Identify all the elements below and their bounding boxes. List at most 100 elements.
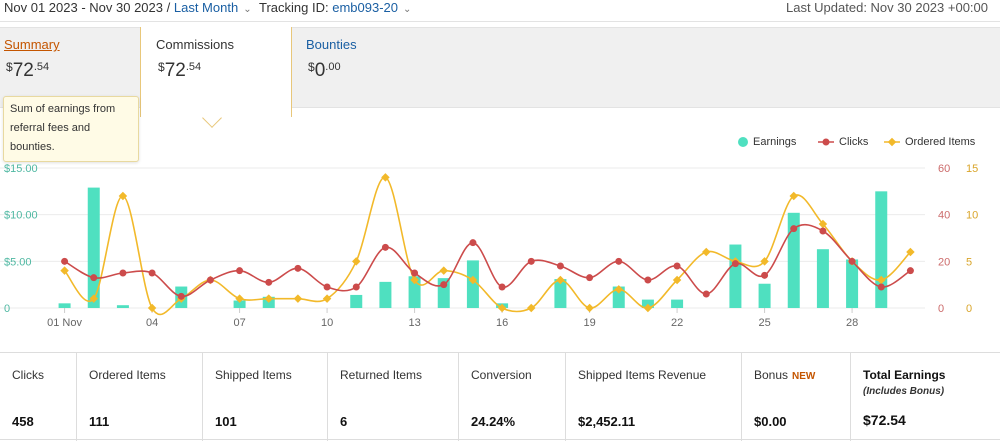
summary-amount: $72.54 xyxy=(6,60,50,81)
earnings-bar xyxy=(58,303,71,308)
stat-label: Shipped Items Revenue xyxy=(578,368,707,382)
stat-shipped-items-revenue: Shipped Items Revenue $2,452.11 xyxy=(566,353,742,441)
clicks-point xyxy=(352,283,360,291)
chevron-down-icon[interactable]: ⌄ xyxy=(403,4,412,15)
stat-label: Returned Items xyxy=(340,368,423,382)
earnings-bar xyxy=(233,300,246,308)
commissions-amount: $72.54 xyxy=(158,60,202,81)
ordered-items-legend-marker xyxy=(884,137,900,147)
clicks-point xyxy=(440,281,448,289)
ordered-items-point xyxy=(497,303,507,313)
ordered-items-point xyxy=(614,285,623,294)
x-tick-label: 04 xyxy=(146,317,158,329)
ordered-items-point xyxy=(556,275,565,285)
clicks-point xyxy=(498,283,506,291)
stat-label: Total Earnings xyxy=(863,368,946,382)
tracking-id-link[interactable]: emb093-20 xyxy=(332,0,398,15)
y-right-clicks-tick-label: 0 xyxy=(938,303,944,315)
tab-summary[interactable]: Summary $72.54 xyxy=(0,27,140,117)
tab-commissions-label[interactable]: Commissions xyxy=(156,37,235,52)
earnings-bar xyxy=(671,299,684,308)
last-updated-text: Last Updated: Nov 30 2023 +00:00 xyxy=(785,0,988,15)
stat-value: $72.54 xyxy=(863,412,906,428)
clicks-point xyxy=(61,257,69,265)
tab-bounties-label[interactable]: Bounties xyxy=(306,37,357,52)
stat-label: Bonus NEW xyxy=(754,368,816,382)
clicks-point xyxy=(790,225,798,233)
stat-label: Shipped Items xyxy=(215,368,292,382)
ordered-items-point xyxy=(322,294,332,303)
stat-value: 458 xyxy=(12,414,34,429)
new-badge: NEW xyxy=(792,371,816,382)
summary-tooltip: Sum of earnings from referral fees and b… xyxy=(3,96,139,162)
clicks-point xyxy=(323,283,331,291)
y-left-tick-label: $15.00 xyxy=(4,163,38,175)
clicks-point xyxy=(702,290,710,298)
y-right-clicks-tick-label: 60 xyxy=(938,163,950,175)
clicks-point xyxy=(731,260,739,268)
x-tick-label: 10 xyxy=(321,317,333,329)
y-right-clicks-tick-label: 40 xyxy=(938,210,950,222)
tab-bounties[interactable]: Bounties $0.00 xyxy=(292,27,442,117)
ordered-items-point xyxy=(702,247,711,257)
clicks-point xyxy=(877,283,885,291)
y-left-tick-label: $5.00 xyxy=(4,256,32,268)
x-tick-label: 16 xyxy=(496,317,508,329)
ordered-items-point xyxy=(89,294,98,303)
ordered-items-point xyxy=(147,303,157,313)
clicks-point xyxy=(265,278,273,286)
ordered-items-point xyxy=(264,294,273,303)
tab-summary-label[interactable]: Summary xyxy=(4,37,60,52)
chevron-down-icon[interactable]: ⌄ xyxy=(243,4,252,15)
x-tick-label: 01 Nov xyxy=(47,317,82,329)
stat-total-earnings: Total Earnings (Includes Bonus) $72.54 xyxy=(851,353,1000,441)
ordered-items-point xyxy=(293,294,303,303)
clicks-point xyxy=(848,257,856,265)
legend-clicks[interactable]: Clicks xyxy=(818,136,868,148)
stat-returned-items: Returned Items 6 xyxy=(328,353,459,441)
clicks-point xyxy=(90,274,98,282)
ordered-items-point xyxy=(585,303,594,313)
clicks-point xyxy=(761,271,769,279)
tracking-id-filter[interactable]: Tracking ID: emb093-20 ⌄ xyxy=(259,0,411,15)
earnings-bar xyxy=(350,294,363,308)
tab-commissions[interactable]: Commissions $72.54 xyxy=(140,27,292,117)
stat-value: 6 xyxy=(340,414,348,429)
stat-value: 101 xyxy=(215,414,237,429)
x-tick-label: 07 xyxy=(233,317,245,329)
ordered-items-point xyxy=(527,303,536,313)
earnings-bar xyxy=(729,244,742,308)
stat-ordered-items: Ordered Items 111 xyxy=(77,353,203,441)
period-link[interactable]: Last Month xyxy=(173,0,239,15)
legend-earnings[interactable]: Earnings xyxy=(738,136,796,148)
stat-conversion: Conversion 24.24% xyxy=(459,353,566,441)
clicks-point xyxy=(469,239,477,247)
clicks-point xyxy=(294,264,302,272)
ordered-items-point xyxy=(468,275,478,285)
y-right-ordered-tick-label: 10 xyxy=(966,210,978,222)
stat-value: $0.00 xyxy=(754,414,787,429)
ordered-items-point xyxy=(877,275,886,285)
clicks-point xyxy=(381,243,389,251)
x-tick-label: 19 xyxy=(583,317,595,329)
ordered-items-point xyxy=(352,257,361,266)
legend-ordered-items[interactable]: Ordered Items xyxy=(884,136,975,148)
clicks-point xyxy=(177,292,185,300)
earnings-bar xyxy=(758,283,771,308)
tracking-id-label: Tracking ID: xyxy=(259,0,329,15)
earnings-chart-svg: $15.00 60 15 $10.00 40 10 $5.00 20 5 0 0 0 01 Nov 04 0… xyxy=(0,163,978,329)
ordered-items-point xyxy=(643,303,653,313)
stat-clicks: Clicks 458 xyxy=(0,353,77,441)
earnings-bar xyxy=(116,305,129,308)
clicks-point xyxy=(411,269,419,277)
x-tick-label: 22 xyxy=(671,317,683,329)
clicks-point xyxy=(236,267,244,275)
ordered-items-point xyxy=(381,173,390,182)
y-right-clicks-tick-label: 20 xyxy=(938,256,950,268)
report-header-bar: Nov 01 2023 - Nov 30 2023 / Last Month ⌄ … xyxy=(0,0,1000,22)
ordered-items-point xyxy=(439,266,448,275)
x-tick-label: 28 xyxy=(846,317,858,329)
date-range-filter[interactable]: Nov 01 2023 - Nov 30 2023 / Last Month ⌄ xyxy=(4,0,252,15)
stat-shipped-items: Shipped Items 101 xyxy=(203,353,328,441)
clicks-point xyxy=(819,227,827,235)
